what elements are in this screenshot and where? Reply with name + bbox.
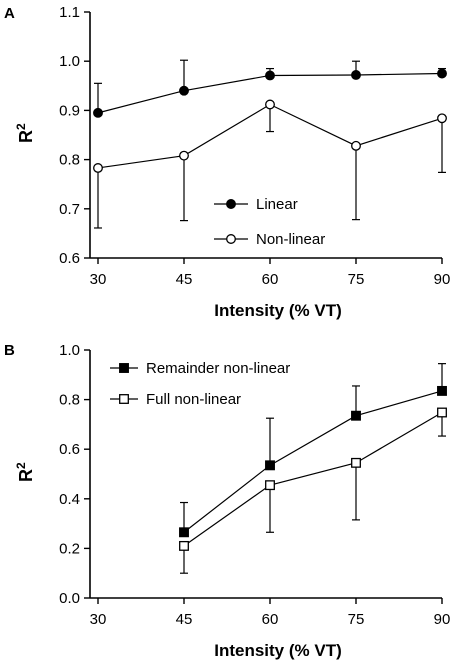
y-tick-label: 0.0 [59, 590, 80, 607]
y-tick-label: 1.0 [59, 342, 80, 359]
series-linear [93, 59, 447, 118]
data-point [351, 457, 361, 468]
x-tick-label: 30 [90, 271, 107, 288]
data-point [265, 480, 275, 491]
y-tick-label: 0.2 [59, 540, 80, 557]
legend-label: Remainder non-linear [146, 360, 290, 377]
panel-b: B 0.0 0.2 0.4 0.6 0.8 1.0 30 45 60 75 90 Intensity (… [4, 342, 450, 660]
legend-entry: Full non-linear [110, 391, 241, 408]
data-point [437, 113, 447, 124]
data-point [351, 140, 361, 151]
data-point [93, 163, 103, 173]
series-remainder-non-linear [179, 363, 447, 538]
data-point [351, 410, 361, 421]
panel-a: A 0.6 0.7 0.8 0.9 1.0 1.1 30 45 60 75 90 Intensity (… [4, 4, 450, 320]
x-axis-label: Intensity (% VT) [214, 641, 342, 660]
series-non-linear [93, 99, 447, 229]
x-tick-label: 30 [90, 611, 107, 628]
series-line [183, 411, 443, 547]
legend-entry: Non-linear [214, 231, 325, 248]
x-tick-label: 60 [262, 271, 279, 288]
legend-label: Full non-linear [146, 391, 241, 408]
x-tick-label: 60 [262, 611, 279, 628]
x-tick-label: 90 [434, 611, 451, 628]
y-axis-label-superscript: 2 [14, 462, 28, 469]
legend-marker [119, 363, 129, 373]
data-point [437, 385, 447, 396]
legend-marker [119, 394, 129, 404]
legend-label: Linear [256, 196, 298, 213]
y-tick-label: 0.4 [59, 491, 80, 508]
legend-entry: Remainder non-linear [110, 360, 290, 377]
legend-marker [226, 234, 236, 244]
y-tick-label: 1.1 [59, 4, 80, 21]
y-tick-label: 0.9 [59, 102, 80, 119]
series-line [183, 390, 443, 533]
y-axis-label: R2 [14, 462, 36, 482]
legend-entry: Linear [214, 196, 298, 213]
y-tick-label: 0.8 [59, 392, 80, 409]
x-tick-label: 45 [176, 611, 193, 628]
legend-marker [226, 199, 236, 209]
x-axis-label: Intensity (% VT) [214, 301, 342, 320]
data-point [179, 85, 189, 96]
y-tick-label: 0.7 [59, 201, 80, 218]
y-axis-label-superscript: 2 [14, 123, 28, 130]
series-full-non-linear [179, 407, 447, 574]
y-tick-label: 0.8 [59, 152, 80, 169]
panel-letter: A [4, 5, 15, 22]
data-point [179, 527, 189, 538]
data-point [179, 150, 189, 161]
data-point [265, 460, 275, 471]
panel-letter: B [4, 342, 15, 359]
y-axis-label-text: R [16, 469, 36, 482]
y-tick-label: 0.6 [59, 441, 80, 458]
legend-label: Non-linear [256, 231, 325, 248]
data-point [265, 70, 275, 81]
data-point [437, 68, 447, 79]
data-point [437, 407, 447, 418]
data-point [93, 107, 103, 118]
x-tick-label: 90 [434, 271, 451, 288]
data-point [265, 99, 275, 110]
x-tick-label: 75 [348, 271, 365, 288]
y-tick-label: 1.0 [59, 53, 80, 70]
y-axis-label: R2 [14, 123, 36, 143]
data-point [351, 70, 361, 80]
x-tick-label: 75 [348, 611, 365, 628]
y-tick-label: 0.6 [59, 250, 80, 267]
data-point [179, 540, 189, 551]
x-tick-label: 45 [176, 271, 193, 288]
y-axis-label-text: R [16, 130, 36, 143]
